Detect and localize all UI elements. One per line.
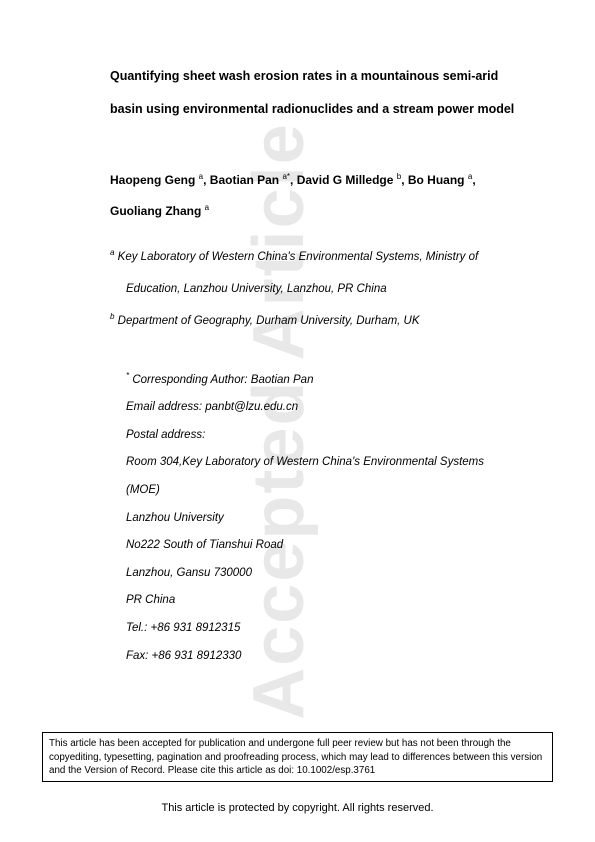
corresponding-fax: Fax: +86 931 8912330 (126, 643, 525, 671)
affiliation-a: a Key Laboratory of Western China's Envi… (110, 243, 525, 271)
postal-line: PR China (126, 587, 525, 615)
article-title: Quantifying sheet wash erosion rates in … (110, 60, 525, 125)
acceptance-notice: This article has been accepted for publi… (42, 732, 553, 782)
copyright-footer: This article is protected by copyright. … (0, 802, 595, 814)
page-content: Quantifying sheet wash erosion rates in … (0, 0, 595, 710)
affil-sup: b (110, 312, 114, 321)
affiliation-b: b Department of Geography, Durham Univer… (110, 307, 525, 335)
corr-label: Corresponding Author: Baotian Pan (132, 374, 313, 386)
affil-text: Key Laboratory of Western China's Enviro… (118, 251, 479, 263)
authors-line: Haopeng Geng a, Baotian Pan a*, David G … (110, 165, 525, 227)
postal-label: Postal address: (126, 422, 525, 450)
postal-line: No222 South of Tianshui Road (126, 532, 525, 560)
affil-text: Department of Geography, Durham Universi… (118, 315, 420, 327)
affil-sup: a (110, 248, 114, 257)
corr-sup: * (126, 371, 129, 380)
affiliation-a-cont: Education, Lanzhou University, Lanzhou, … (110, 276, 525, 304)
corresponding-author: * Corresponding Author: Baotian Pan (126, 366, 525, 394)
corresponding-block: * Corresponding Author: Baotian Pan Emai… (110, 366, 525, 670)
postal-line: Lanzhou, Gansu 730000 (126, 560, 525, 588)
postal-line: (MOE) (126, 477, 525, 505)
postal-line: Lanzhou University (126, 505, 525, 533)
postal-line: Room 304,Key Laboratory of Western China… (126, 449, 525, 477)
corresponding-tel: Tel.: +86 931 8912315 (126, 615, 525, 643)
corresponding-email: Email address: panbt@lzu.edu.cn (126, 394, 525, 422)
